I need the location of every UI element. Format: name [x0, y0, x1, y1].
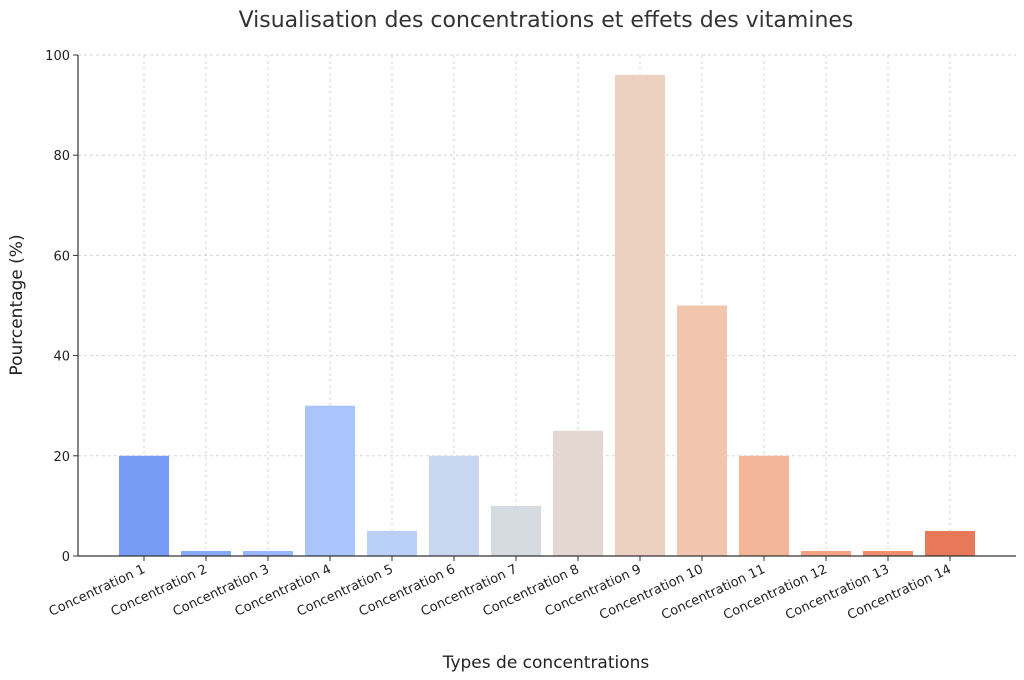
- x-tick-label: Concentration 12: [721, 562, 829, 623]
- grid-layer: [78, 54, 1016, 557]
- bars-layer: [119, 75, 975, 556]
- x-tick-label: Concentration 10: [597, 562, 705, 623]
- y-tick-label: 100: [45, 49, 70, 64]
- bar: [305, 405, 355, 556]
- y-tick-label: 80: [53, 149, 70, 164]
- bar: [367, 530, 417, 556]
- y-tick-label: 40: [53, 350, 70, 365]
- y-axis-ticks: 0 20 40 60 80 100: [45, 49, 78, 565]
- bar: [801, 550, 851, 556]
- bar: [925, 530, 975, 556]
- x-tick-label: Concentration 13: [783, 562, 891, 623]
- bar: [615, 75, 665, 556]
- chart-title: Visualisation des concentrations et effe…: [239, 8, 854, 33]
- bar: [739, 455, 789, 556]
- y-tick-label: 60: [53, 249, 70, 264]
- bar: [677, 305, 727, 556]
- y-tick-label: 0: [62, 550, 70, 565]
- x-axis-label: Types de concentrations: [442, 653, 650, 673]
- bar: [243, 550, 293, 556]
- bar: [553, 430, 603, 556]
- x-tick-label: Concentration 14: [845, 562, 953, 623]
- bar: [119, 455, 169, 556]
- y-tick-label: 20: [53, 450, 70, 465]
- bar: [181, 550, 231, 556]
- x-tick-label: Concentration 11: [659, 562, 767, 623]
- bar: [863, 550, 913, 556]
- bar: [429, 455, 479, 556]
- y-axis-label: Pourcentage (%): [7, 234, 27, 375]
- bar: [491, 505, 541, 556]
